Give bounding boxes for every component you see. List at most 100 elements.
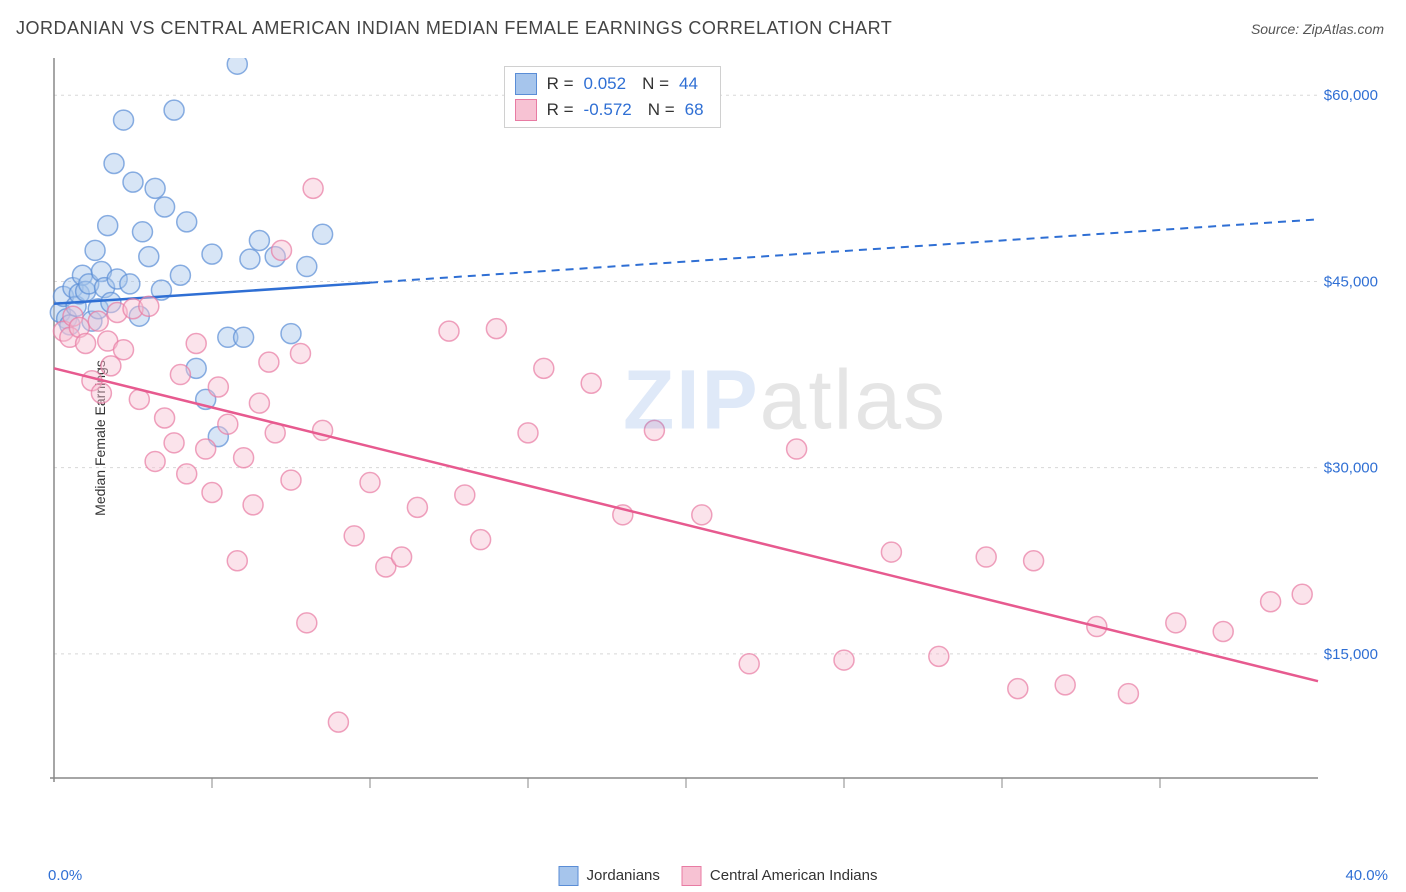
data-point [202, 482, 222, 502]
y-tick-label: $60,000 [1324, 87, 1378, 104]
stat-n-label: N = [648, 100, 675, 120]
stats-row: R = -0.572 N = 68 [515, 97, 710, 123]
data-point [328, 712, 348, 732]
data-point [834, 650, 854, 670]
data-point [581, 373, 601, 393]
data-point [297, 257, 317, 277]
stat-r-label: R = [547, 74, 574, 94]
data-point [123, 172, 143, 192]
legend-swatch [559, 866, 579, 886]
data-point [114, 340, 134, 360]
data-point [76, 334, 96, 354]
data-point [155, 408, 175, 428]
data-point [164, 433, 184, 453]
data-point [272, 240, 292, 260]
data-point [218, 414, 238, 434]
stat-n-value: 44 [679, 74, 698, 94]
data-point [281, 470, 301, 490]
data-point [281, 324, 301, 344]
data-point [518, 423, 538, 443]
data-point [976, 547, 996, 567]
data-point [881, 542, 901, 562]
data-point [139, 247, 159, 267]
data-point [240, 249, 260, 269]
data-point [234, 448, 254, 468]
data-point [208, 377, 228, 397]
stats-row: R = 0.052 N = 44 [515, 71, 710, 97]
stat-r-label: R = [547, 100, 574, 120]
chart-area: Median Female Earnings $15,000$30,000$45… [48, 58, 1388, 818]
y-tick-label: $15,000 [1324, 646, 1378, 663]
data-point [259, 352, 279, 372]
data-point [739, 654, 759, 674]
data-point [787, 439, 807, 459]
data-point [1213, 622, 1233, 642]
data-point [297, 613, 317, 633]
data-point [98, 216, 118, 236]
data-point [132, 222, 152, 242]
data-point [155, 197, 175, 217]
trend-line [54, 368, 1318, 681]
data-point [145, 451, 165, 471]
data-point [1008, 679, 1028, 699]
data-point [91, 383, 111, 403]
data-point [313, 224, 333, 244]
data-point [303, 178, 323, 198]
data-point [1261, 592, 1281, 612]
data-point [170, 365, 190, 385]
data-point [234, 327, 254, 347]
stat-n-label: N = [642, 74, 669, 94]
chart-title: JORDANIAN VS CENTRAL AMERICAN INDIAN MED… [16, 18, 892, 39]
data-point [227, 551, 247, 571]
data-point [145, 178, 165, 198]
data-point [455, 485, 475, 505]
data-point [344, 526, 364, 546]
legend-item: Jordanians [559, 866, 660, 886]
data-point [88, 311, 108, 331]
y-tick-label: $45,000 [1324, 273, 1378, 290]
data-point [486, 319, 506, 339]
data-point [407, 497, 427, 517]
trend-line-dashed [370, 219, 1318, 282]
data-point [196, 439, 216, 459]
data-point [170, 265, 190, 285]
data-point [120, 274, 140, 294]
legend-label: Central American Indians [710, 867, 878, 884]
data-point [249, 230, 269, 250]
stat-r-value: -0.572 [584, 100, 632, 120]
data-point [186, 334, 206, 354]
data-point [471, 530, 491, 550]
data-point [290, 343, 310, 363]
data-point [177, 464, 197, 484]
data-point [1055, 675, 1075, 695]
legend-swatch [515, 73, 537, 95]
data-point [85, 240, 105, 260]
data-point [929, 646, 949, 666]
data-point [249, 393, 269, 413]
data-point [202, 244, 222, 264]
legend-swatch [515, 99, 537, 121]
data-point [1118, 684, 1138, 704]
data-point [1024, 551, 1044, 571]
data-point [104, 154, 124, 174]
scatter-plot: $15,000 $30,000 $45,000 $60,000 [48, 58, 1388, 818]
y-tick-label: $30,000 [1324, 460, 1378, 477]
stat-r-value: 0.052 [584, 74, 627, 94]
data-point [392, 547, 412, 567]
data-point [360, 473, 380, 493]
data-point [692, 505, 712, 525]
data-point [139, 296, 159, 316]
x-axis-min-label: 0.0% [48, 867, 82, 884]
data-point [243, 495, 263, 515]
data-point [644, 420, 664, 440]
data-point [164, 100, 184, 120]
chart-footer: 0.0% JordaniansCentral American Indians … [48, 867, 1388, 884]
legend-swatch [682, 866, 702, 886]
legend-item: Central American Indians [682, 866, 878, 886]
legend-label: Jordanians [587, 867, 660, 884]
data-point [114, 110, 134, 130]
data-point [227, 58, 247, 74]
source-label: Source: ZipAtlas.com [1251, 21, 1384, 37]
stats-legend-box: R = 0.052 N = 44 R = -0.572 N = 68 [504, 66, 721, 128]
data-point [177, 212, 197, 232]
